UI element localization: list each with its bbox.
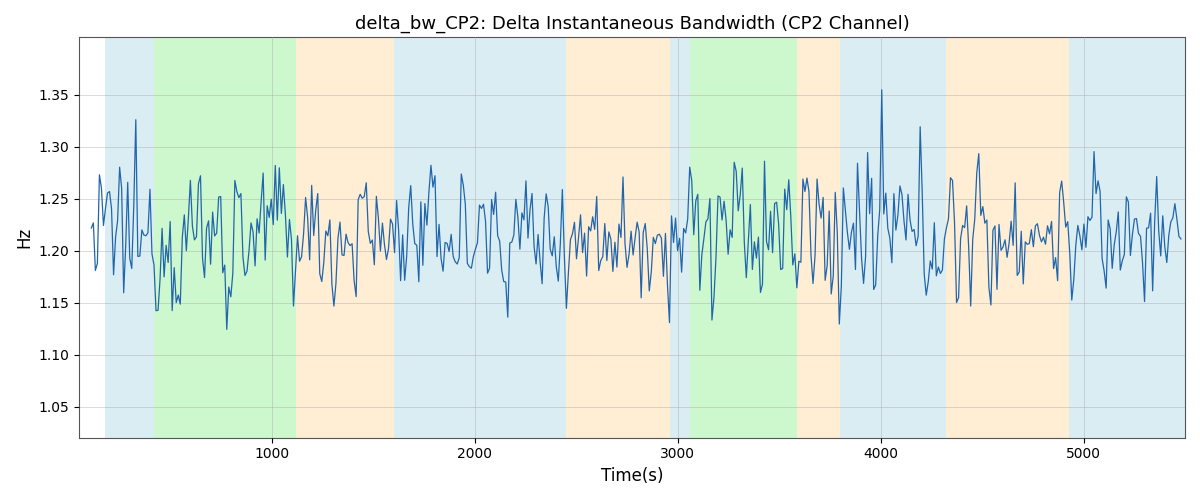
Bar (670, 38, 690, 438)
Bar (104, 38, 155, 438)
Bar (798, 38, 840, 438)
Bar (155, 38, 296, 438)
Y-axis label: Hz: Hz (14, 227, 32, 248)
Bar (296, 38, 394, 438)
Bar (394, 38, 566, 438)
Bar (946, 38, 1069, 438)
Bar (1069, 38, 1186, 438)
X-axis label: Time(s): Time(s) (601, 467, 664, 485)
Bar (840, 38, 946, 438)
Bar (566, 38, 670, 438)
Title: delta_bw_CP2: Delta Instantaneous Bandwidth (CP2 Channel): delta_bw_CP2: Delta Instantaneous Bandwi… (355, 15, 910, 34)
Bar (690, 38, 798, 438)
